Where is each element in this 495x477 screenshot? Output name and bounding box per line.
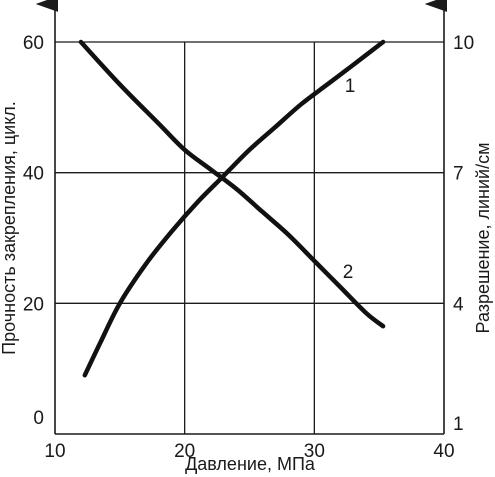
series-line-1 xyxy=(82,39,386,378)
y-right-tick-label: 7 xyxy=(453,164,464,185)
x-tick-label: 30 xyxy=(304,441,325,462)
x-tick-label: 20 xyxy=(174,441,195,462)
data-series: 12 xyxy=(78,39,386,378)
y-right-axis-label: Разрешение, линий/см xyxy=(473,143,493,334)
series-label-1: 1 xyxy=(345,76,356,97)
series-line-2 xyxy=(78,39,386,329)
x-tick-label: 10 xyxy=(44,441,65,462)
axis-labels: Давление, МПа Прочность закрепления, цик… xyxy=(0,101,493,474)
tick-labels: 10 20 30 40 0 20 40 60 1 4 7 10 xyxy=(23,33,474,462)
y-right-tick-label: 10 xyxy=(453,33,474,54)
y-left-axis-label: Прочность закрепления, цикл. xyxy=(0,101,19,355)
y-left-tick-label: 0 xyxy=(33,408,44,429)
gridlines xyxy=(55,41,444,434)
y-right-tick-label: 1 xyxy=(453,414,464,435)
y-left-tick-label: 20 xyxy=(23,294,44,315)
x-tick-label: 40 xyxy=(433,441,454,462)
axes xyxy=(35,0,448,435)
y-left-tick-label: 60 xyxy=(23,33,44,54)
y-left-tick-label: 40 xyxy=(23,164,44,185)
series-label-2: 2 xyxy=(343,262,354,283)
x-axis-label: Давление, МПа xyxy=(185,454,316,474)
y-right-tick-label: 4 xyxy=(453,294,464,315)
